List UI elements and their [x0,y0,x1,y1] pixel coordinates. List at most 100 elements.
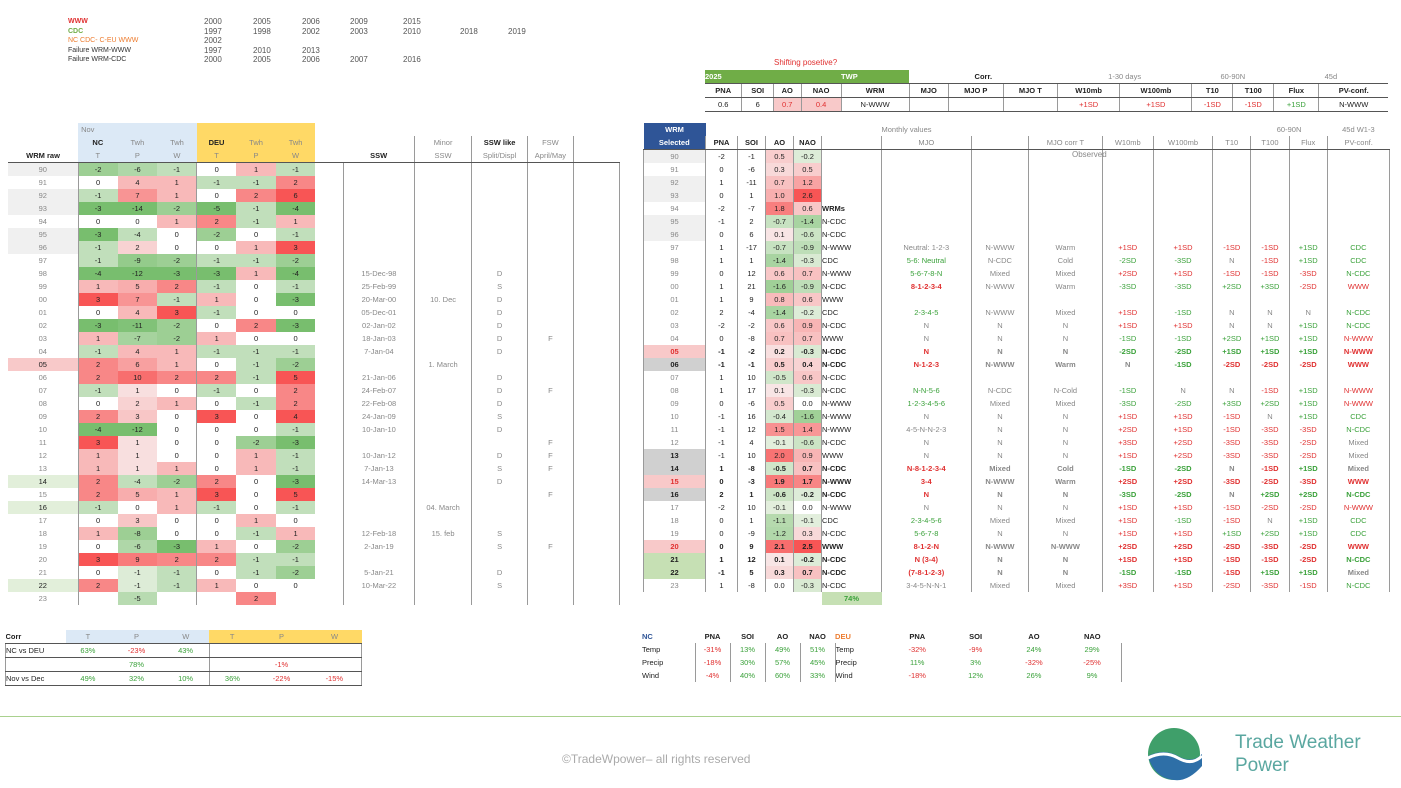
year-cell: 05 [643,345,706,358]
index-cell: 0 [719,334,724,343]
ssw-cell [471,553,528,566]
value-cell: 0 [174,516,179,525]
year-cell: 09 [643,397,706,410]
mjo-p-cell [970,163,1029,176]
value-cell: 4 [117,345,158,358]
sd-cell: N [1152,384,1213,397]
value-cell: 3 [196,410,237,423]
logo-line1: Trade Weather [1235,732,1361,753]
summary-twp: TWP [841,70,910,84]
pv-cell [1326,293,1391,306]
regime-cell: N-WWW [821,423,882,436]
ssw-cell [413,215,472,228]
sd-cell: +2SD [1212,332,1251,345]
ssw-cell [471,514,528,527]
pv-cell: N-CDC [1326,319,1391,332]
sd-cell: +2SD [1250,488,1290,501]
legend-year: 2005 [253,17,271,26]
year-cell: 12 [643,436,706,449]
sd-cell: +2SD [1152,449,1213,462]
value-cell: 1 [196,540,237,553]
sd-cell [1152,176,1213,189]
w13-label: 45d W1-3 [1342,125,1375,134]
corr-row-label: NC vs DEU [5,643,66,658]
ssw-cell [471,228,528,241]
index-cell: 2 [719,308,724,317]
sd-cell: +1SD [1101,410,1154,423]
value-cell: -1 [236,202,276,215]
sd-cell: +3SD [1101,579,1154,592]
value-cell: 0 [196,462,237,475]
ssw-cell [413,462,472,475]
index-cell: 0 [719,542,724,551]
left-row: 06 2 10 2 2 -1 5 21-Jan-06 D [8,371,620,384]
right-row: 21 1 12 0.1 -0.2 N-CDC N (3-4) N N +1SD +1SD -1SD -1… [643,553,1391,566]
regime-cell: N-CDC [821,462,882,475]
mjo-p-cell [970,189,1029,202]
value-cell: 2 [157,553,197,566]
year-cell: 92 [643,176,706,189]
summary-value [947,97,1004,112]
value-cell: 0 [196,423,237,436]
left-header [315,136,343,149]
right-row: 09 0 -6 0.5 0.0 N-WWW 1-2-3-4-5-6 Mixed Mixed -3S… [643,397,1391,410]
value-cell: -1 [196,501,237,514]
value-cell: 0 [253,230,259,239]
value-cell: -7 [117,332,158,345]
value-cell: -2 [275,254,316,267]
index-cell: 0 [719,269,724,278]
corr-header: T [65,630,111,644]
year-cell: 95 [8,228,79,241]
index-cell: -1 [718,217,725,226]
ssw-cell: D [471,397,528,410]
left-subheader: SSW [343,149,415,163]
index-cell: -7 [737,202,766,215]
sd-cell [1101,228,1154,241]
year-cell: 97 [38,256,47,265]
value-cell: -1 [275,553,316,566]
sd-cell: +1SD [1101,241,1154,254]
ssw-cell [344,358,415,371]
value-cell: 0 [293,334,298,343]
index-cell: -8 [737,462,766,475]
left-header: Twh [157,136,197,149]
value-cell: -1 [236,254,276,267]
sd-cell [1101,293,1154,306]
sd-cell: +3SD [1250,280,1290,293]
mjo-t-cell: N [1028,501,1103,514]
deu-header: AO [1028,632,1040,641]
sd-cell: +2SD [1152,540,1213,553]
regime-cell: N-CDC [821,358,882,371]
value-cell: 2 [77,579,118,592]
ssw-cell [413,228,472,241]
mjo-cell: (7-8-1-2-3) [881,566,972,579]
mjo-t-cell: Warm [1028,280,1103,293]
year-cell: 93 [643,189,706,202]
regime-cell: WWW [821,332,882,345]
regime-cell: N-CDC [821,579,882,592]
index-cell: 0.7 [793,332,822,345]
value-cell: -1 [275,501,316,514]
year-cell: 91 [38,178,47,187]
logo-icon [1147,728,1204,781]
index-cell: 0.3 [765,163,794,176]
sd-cell: -1SD [1250,254,1290,267]
index-cell: -0.7 [765,215,794,228]
index-cell: -0.3 [793,254,822,267]
value-cell: 0 [196,566,237,579]
mjo-cell [881,228,972,241]
ssw-cell: 24-Jan-09 [362,412,396,421]
sd-cell: -3SD [1250,436,1290,449]
ssw-cell [413,566,472,579]
mjo-t-cell: N [1028,553,1103,566]
index-cell: -0.5 [765,371,794,384]
ssw-cell: D [471,293,528,306]
mjo-p-cell: N-WWW [970,358,1029,371]
ssw-cell: 05-Dec-01 [361,308,397,317]
corr-value [65,657,111,672]
summary-45d: 45d [1324,72,1338,81]
value-cell: 2 [77,488,118,501]
summary-header: W10mb [1056,83,1120,98]
sd-cell: -3SD [1212,475,1251,488]
sd-cell [1101,371,1154,384]
